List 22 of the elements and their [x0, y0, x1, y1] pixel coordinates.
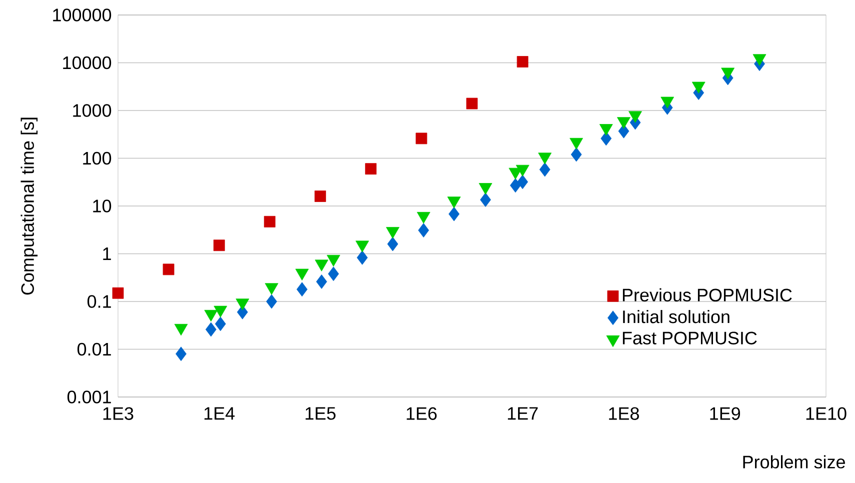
y-tick-label: 10 — [93, 200, 112, 212]
y-tick-label: 1 — [103, 248, 111, 260]
x-axis-title: Problem size — [743, 455, 845, 468]
y-tick-label: 1000 — [73, 104, 112, 117]
y-tick-label: 100000 — [53, 8, 112, 22]
legend-label: Previous POPMUSIC — [622, 288, 792, 302]
y-axis-title: Computational time [s] — [20, 118, 38, 295]
y-tick-label: 100 — [83, 152, 112, 165]
x-tick-label: 1E9 — [710, 407, 740, 420]
x-tick-label: 1E7 — [508, 407, 538, 420]
x-tick-label: 1E4 — [204, 407, 235, 420]
x-tick-label: 1E3 — [103, 407, 134, 420]
x-tick-label: 1E8 — [609, 407, 639, 420]
y-tick-label: 0.01 — [77, 342, 111, 356]
x-tick-label: 1E5 — [306, 407, 336, 420]
x-tick-label: 1E10 — [806, 407, 846, 420]
legend-label: Fast POPMUSIC — [622, 332, 757, 344]
y-tick-label: 0.1 — [87, 295, 111, 308]
legend-label: Initial solution — [623, 310, 730, 324]
y-tick-label: 10000 — [63, 56, 112, 70]
x-tick-label: 1E6 — [406, 407, 437, 420]
y-tick-label: 0.001 — [67, 390, 111, 404]
